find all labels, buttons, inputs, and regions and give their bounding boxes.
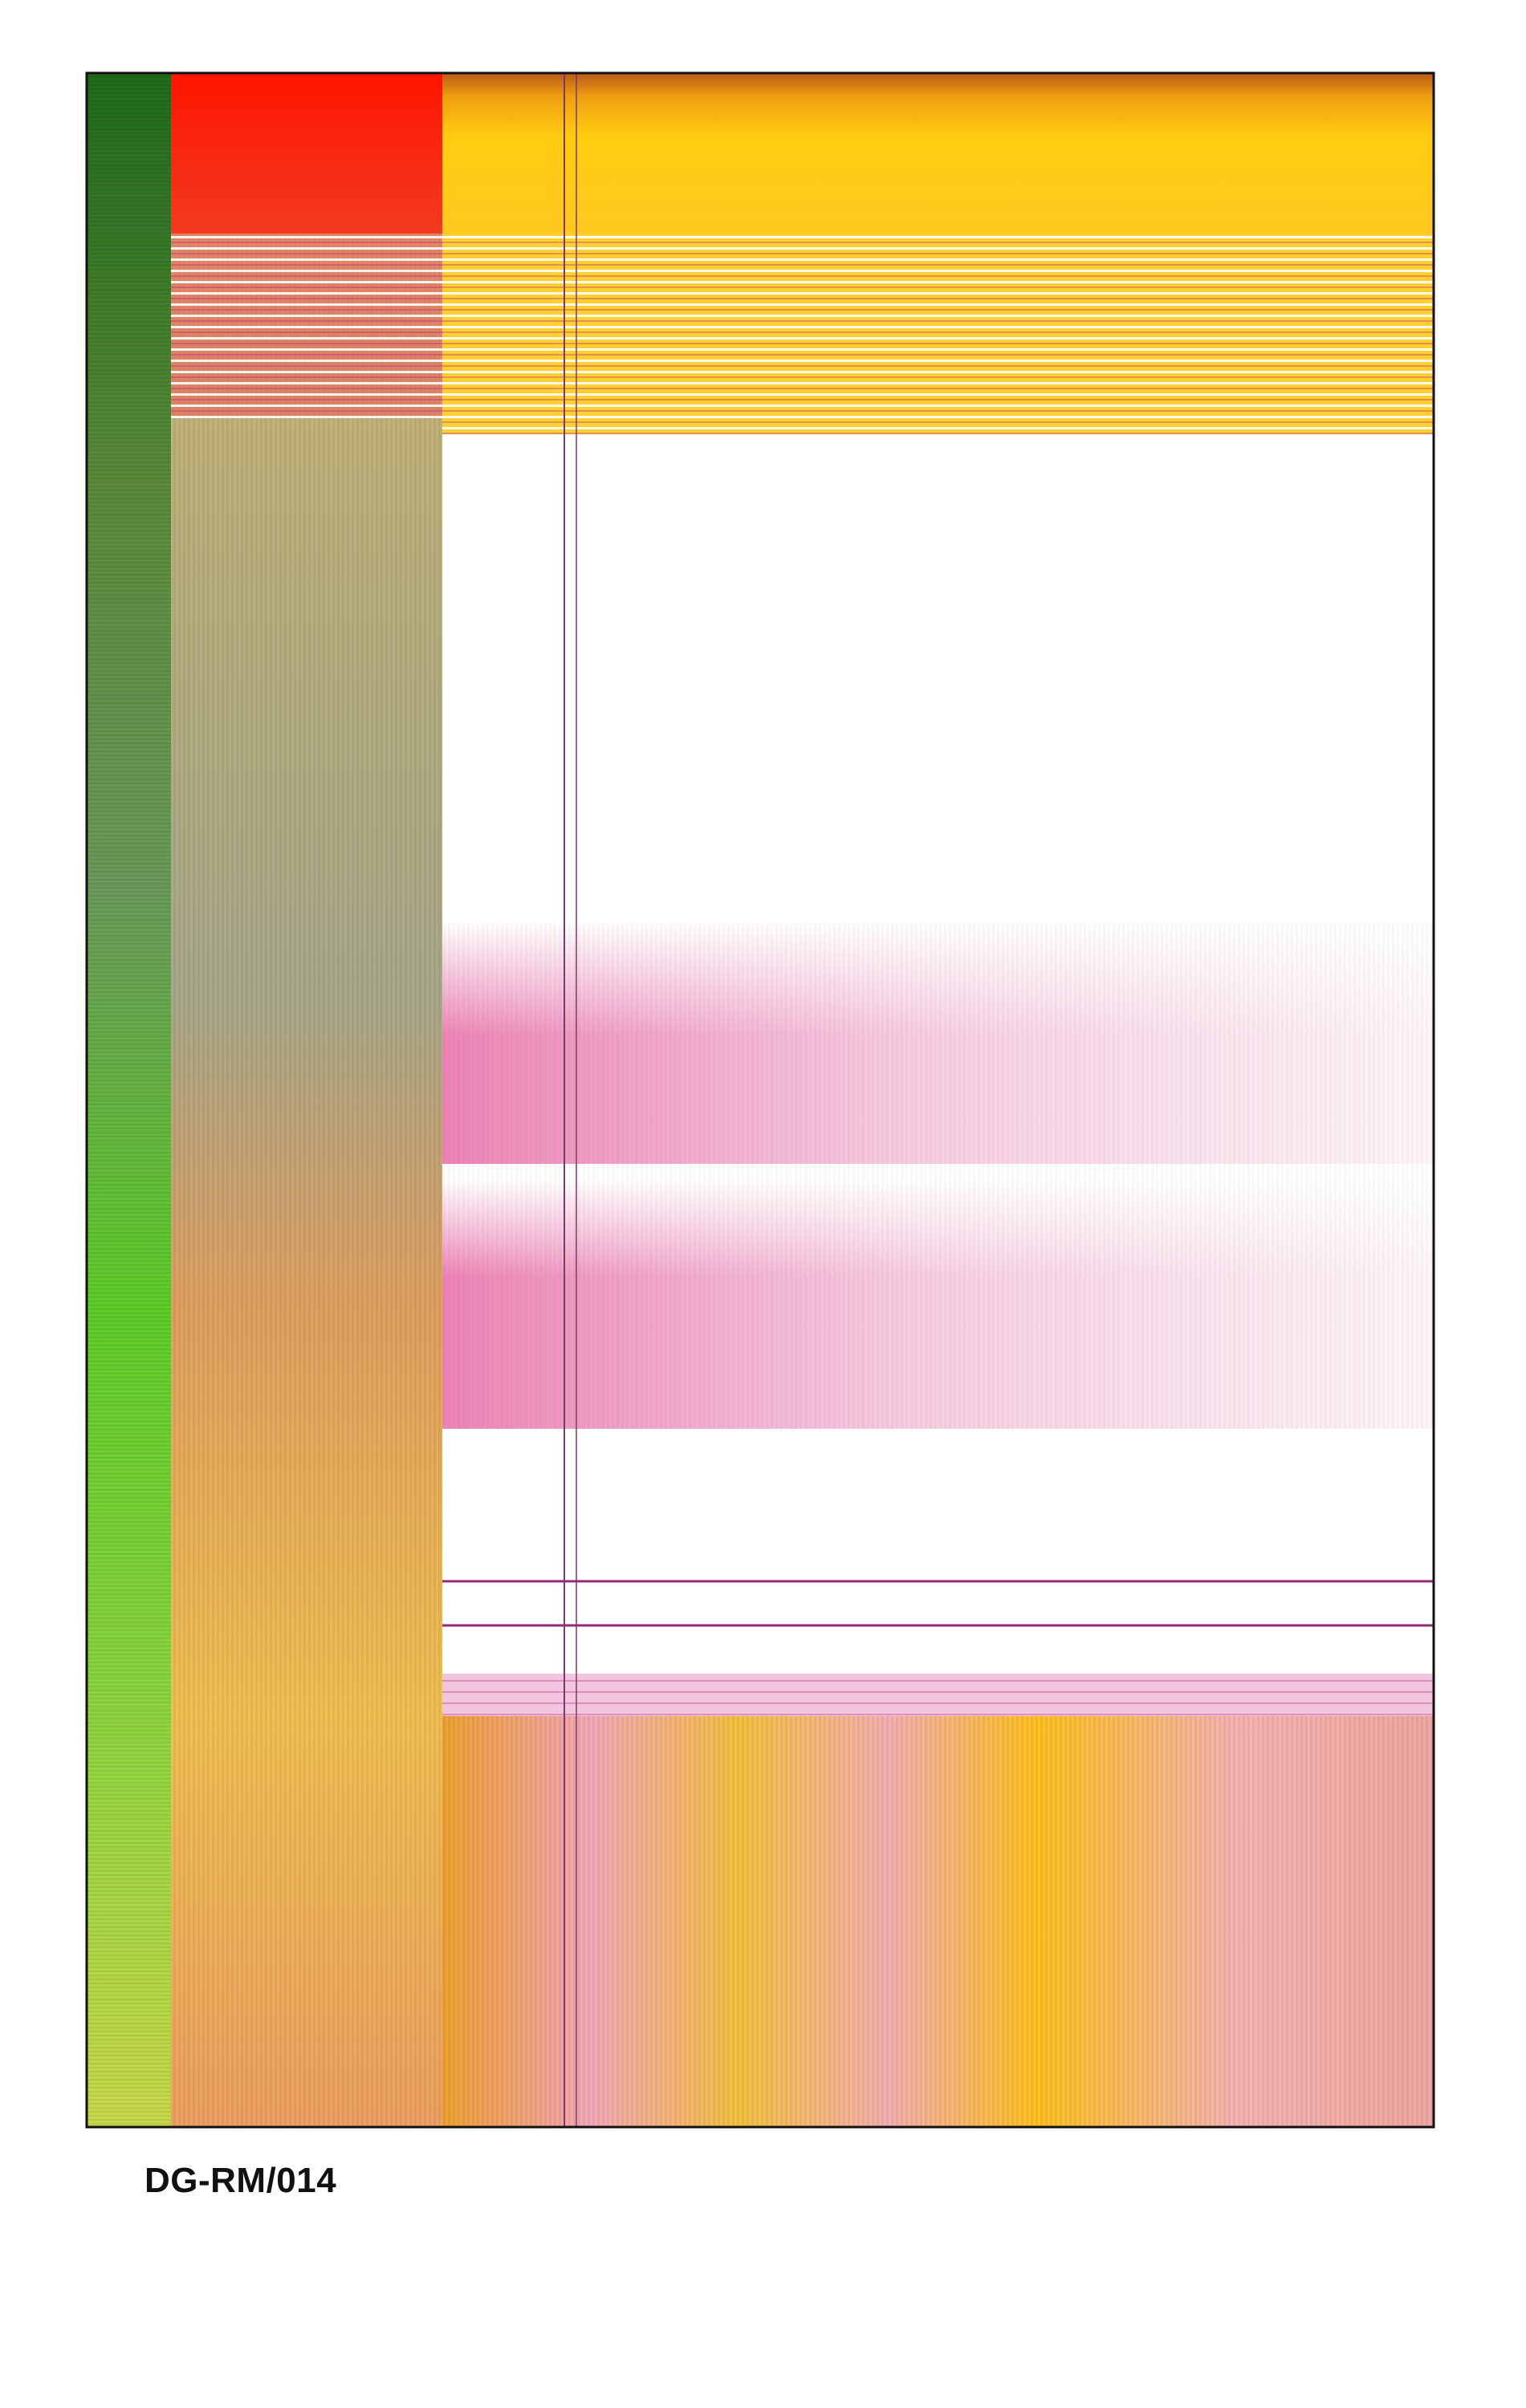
- texture: [442, 923, 1434, 1429]
- texture: [442, 1716, 1434, 2127]
- texture: [442, 1674, 1434, 1716]
- texture: [442, 234, 1434, 434]
- artwork: [85, 71, 1435, 2129]
- red-block: [171, 73, 442, 234]
- yellow-field: [442, 73, 1434, 234]
- stripe-band: [442, 1674, 1434, 1716]
- caption: DG-RM/014: [144, 2161, 337, 2200]
- texture: [171, 234, 442, 418]
- texture: [87, 73, 171, 2127]
- frame: [85, 71, 1435, 2129]
